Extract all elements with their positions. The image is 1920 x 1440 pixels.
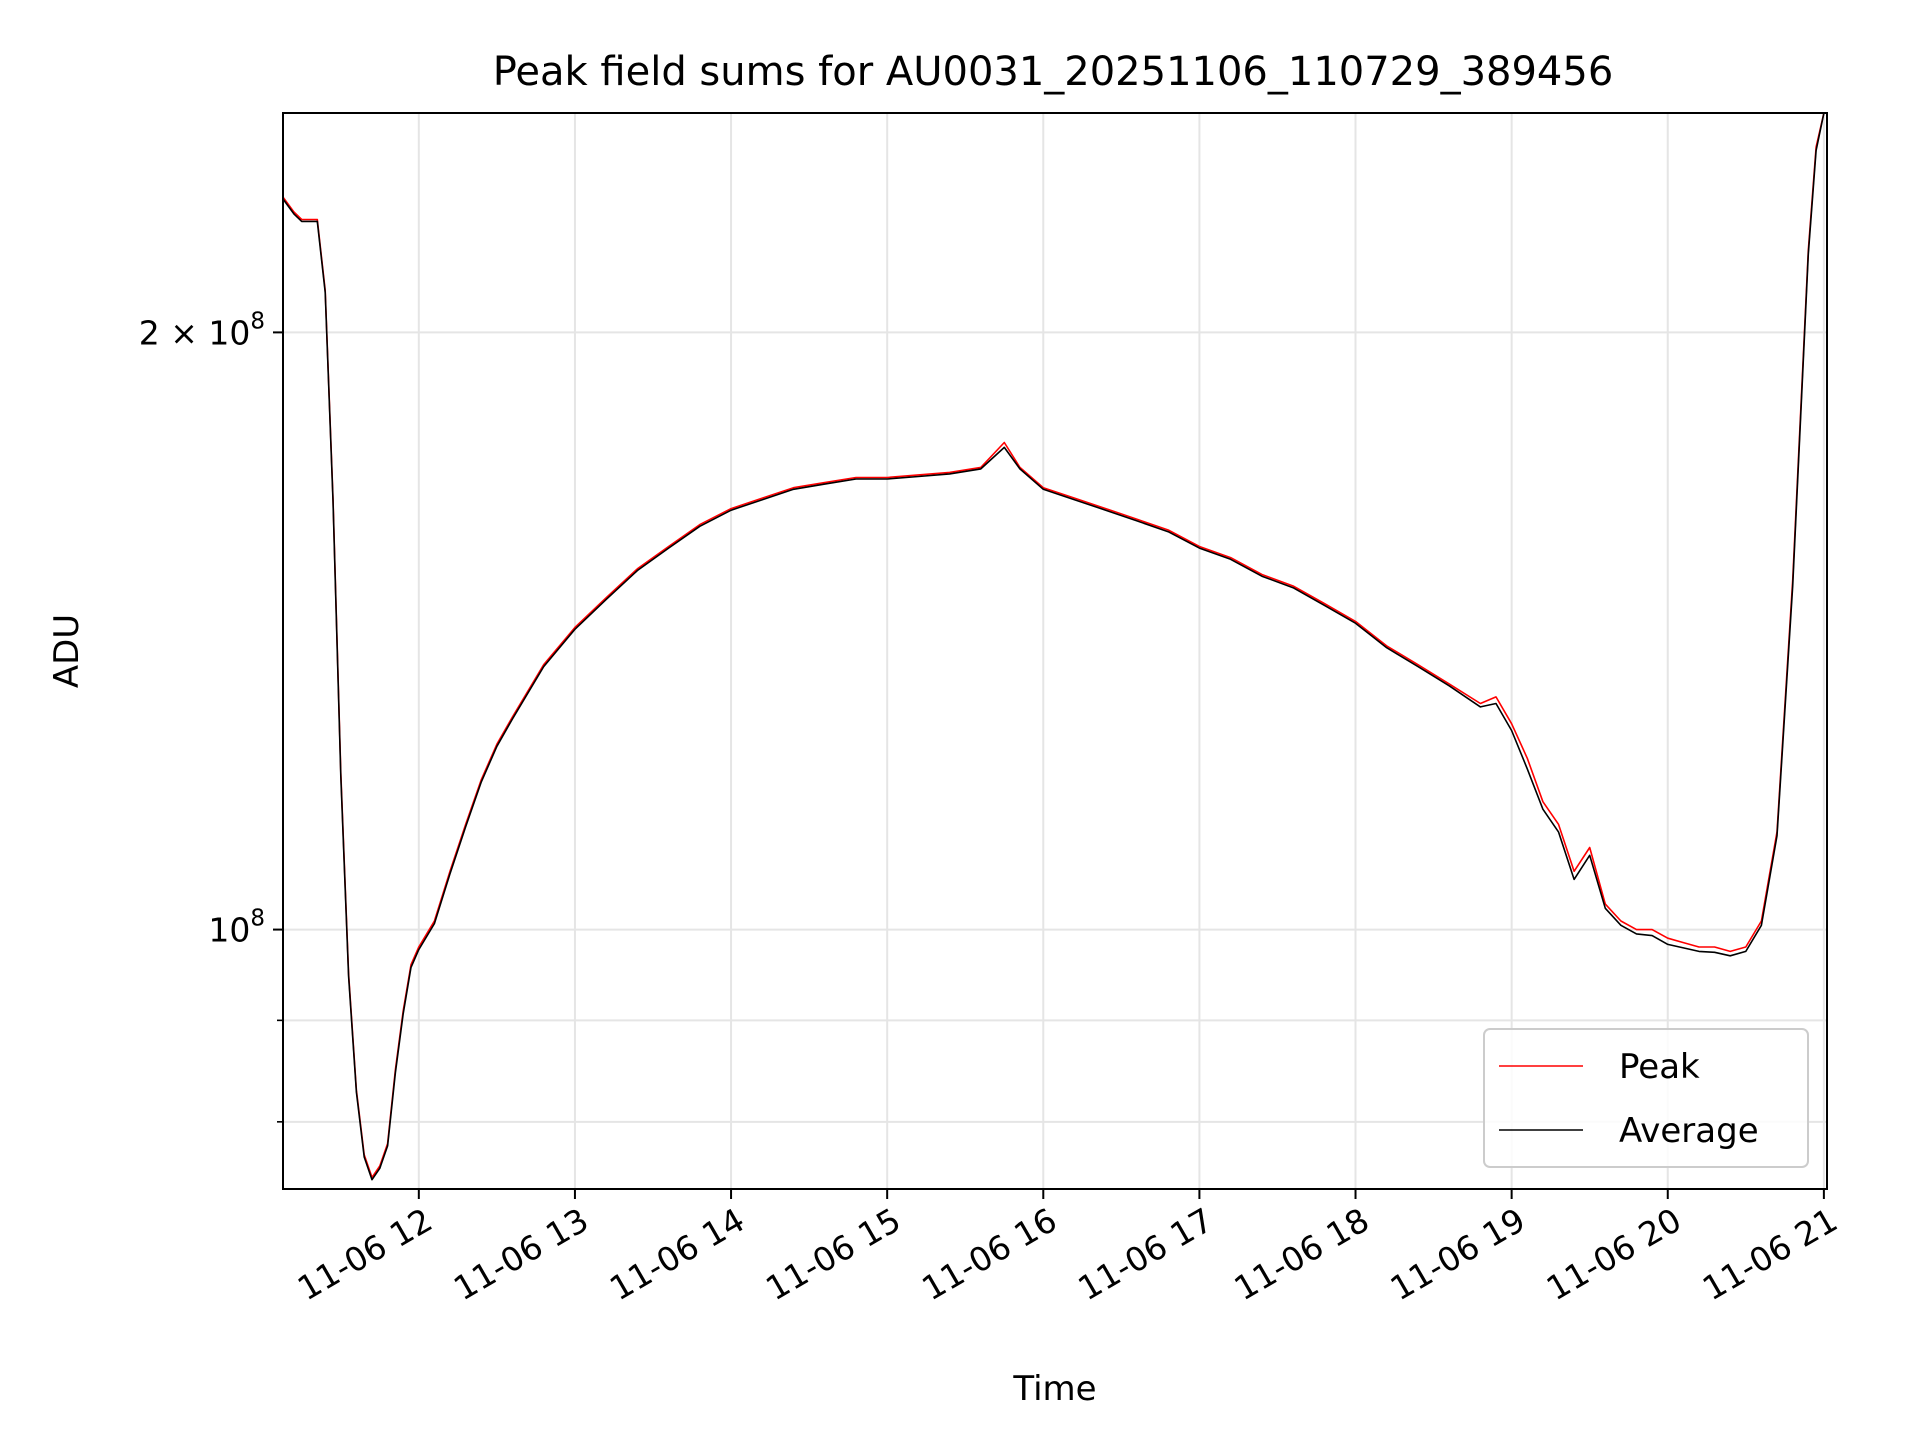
y-axis-label: ADU: [47, 614, 87, 688]
x-axis-label: Time: [1012, 1369, 1096, 1409]
chart-title: Peak field sums for AU0031_20251106_1107…: [493, 49, 1614, 95]
legend-peak-label: Peak: [1619, 1047, 1700, 1087]
legend[interactable]: Peak Average: [1483, 1028, 1809, 1168]
y-tick-label: 2 × 108: [139, 308, 265, 352]
series-line-average: [282, 112, 1827, 1181]
legend-box: [1483, 1028, 1809, 1168]
axes-frame: [282, 112, 1828, 1190]
series-lines: [282, 112, 1827, 1181]
y-tick-label: 108: [208, 906, 265, 950]
grid: [283, 113, 1827, 1189]
legend-average-label: Average: [1619, 1111, 1759, 1151]
